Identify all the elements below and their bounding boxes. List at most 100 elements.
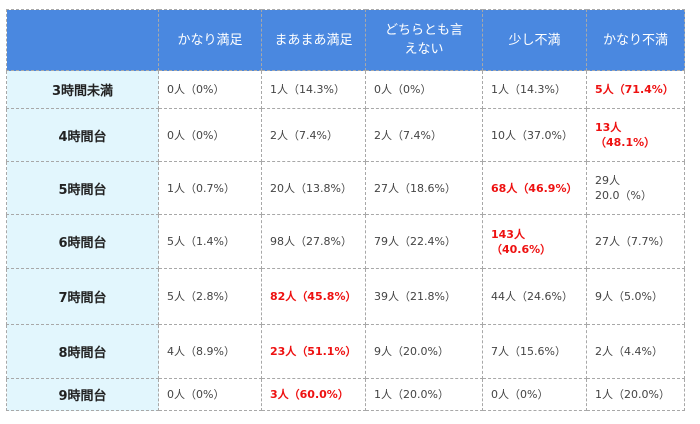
table-cell: 27人（7.7%） xyxy=(586,214,685,269)
percent-value: （60.0%） xyxy=(288,388,349,401)
count-value: 1人 xyxy=(374,388,392,401)
count-value: 1人 xyxy=(491,83,509,96)
count-value: 5人 xyxy=(595,83,614,96)
table-cell: 5人（2.8%） xyxy=(158,268,262,325)
table-cell: 3人（60.0%） xyxy=(261,378,366,411)
table-row: 4時間台 0人（0%） 2人（7.4%） 2人（7.4%） 10人（37.0%）… xyxy=(6,108,685,162)
percent-value: （22.4%） xyxy=(399,235,456,248)
table-cell: 98人（27.8%） xyxy=(261,214,366,269)
count-value: 0人 xyxy=(167,83,185,96)
count-value: 0人 xyxy=(491,388,509,401)
percent-value: （14.3%） xyxy=(288,83,345,96)
percent-value: （0%） xyxy=(509,388,549,401)
table-cell: 9人（5.0%） xyxy=(586,268,685,325)
row-header: 9時間台 xyxy=(6,378,159,411)
percent-value: （0%） xyxy=(185,388,225,401)
table-cell: 13人 （48.1%） xyxy=(586,108,685,162)
count-value: 29人 xyxy=(595,174,620,187)
table-cell: 0人（0%） xyxy=(365,70,483,109)
count-value: 1人 xyxy=(270,83,288,96)
count-value: 5人 xyxy=(167,235,185,248)
percent-value: （4.4%） xyxy=(613,345,663,358)
count-value: 10人 xyxy=(491,128,516,142)
table-row: 6時間台 5人（1.4%） 98人（27.8%） 79人（22.4%） 143人… xyxy=(6,214,685,269)
percent-value: （21.8%） xyxy=(399,290,456,303)
percent-value: （20.0%） xyxy=(613,388,670,401)
column-header-very-satisfied: かなり満足 xyxy=(158,9,262,71)
percent-value: （27.8%） xyxy=(295,235,352,248)
percent-value: （37.0%） xyxy=(516,128,573,142)
table-cell: 29人 20.0（%） xyxy=(586,161,685,215)
row-header: 7時間台 xyxy=(6,268,159,325)
count-value: 0人 xyxy=(167,128,185,142)
row-header: 6時間台 xyxy=(6,214,159,269)
count-value: 98人 xyxy=(270,235,295,248)
table-cell: 1人（0.7%） xyxy=(158,161,262,215)
percent-value: （24.6%） xyxy=(516,290,573,303)
count-value: 4人 xyxy=(167,345,185,358)
count-value: 2人 xyxy=(374,128,392,142)
percent-value: （7.7%） xyxy=(620,235,670,248)
row-header: 4時間台 xyxy=(6,108,159,162)
table-container: かなり満足 まあまあ満足 どちらとも言えない 少し不満 かなり不満 3時間未満 … xyxy=(6,9,685,411)
table-cell: 1人（14.3%） xyxy=(482,70,587,109)
table-cell: 1人（14.3%） xyxy=(261,70,366,109)
table-cell: 1人（20.0%） xyxy=(586,378,685,411)
table-cell: 27人（18.6%） xyxy=(365,161,483,215)
table-cell: 23人（51.1%） xyxy=(261,324,366,379)
percent-value: （51.1%） xyxy=(296,345,357,358)
row-header: 5時間台 xyxy=(6,161,159,215)
count-value: 79人 xyxy=(374,235,399,248)
count-value: 1人 xyxy=(167,181,185,195)
count-value: 5人 xyxy=(167,290,185,303)
count-value: 2人 xyxy=(595,345,613,358)
table-cell: 5人（71.4%） xyxy=(586,70,685,109)
percent-value: （15.6%） xyxy=(509,345,566,358)
count-value: 9人 xyxy=(374,345,392,358)
count-value: 27人 xyxy=(595,235,620,248)
column-header-very-dissatisfied: かなり不満 xyxy=(586,9,685,71)
percent-value: （18.6%） xyxy=(399,181,456,195)
count-value: 27人 xyxy=(374,181,399,195)
percent-value: （48.1%） xyxy=(595,136,656,149)
table-row: 5時間台 1人（0.7%） 20人（13.8%） 27人（18.6%） 68人（… xyxy=(6,161,685,215)
count-value: 13人 xyxy=(595,121,622,134)
percent-value: （14.3%） xyxy=(509,83,566,96)
percent-value: （45.8%） xyxy=(296,290,357,303)
row-header: 8時間台 xyxy=(6,324,159,379)
count-value: 0人 xyxy=(167,388,185,401)
column-header-neutral: どちらとも言えない xyxy=(365,9,483,71)
percent-value: （7.4%） xyxy=(288,128,338,142)
table-cell: 20人（13.8%） xyxy=(261,161,366,215)
table-row: 9時間台 0人（0%） 3人（60.0%） 1人（20.0%） 0人（0%） 1… xyxy=(6,378,685,411)
percent-value: （0.7%） xyxy=(185,181,235,195)
row-header: 3時間未満 xyxy=(6,70,159,109)
percent-value: （40.6%） xyxy=(491,242,552,256)
table-row: 8時間台 4人（8.9%） 23人（51.1%） 9人（20.0%） 7人（15… xyxy=(6,324,685,379)
table-cell: 79人（22.4%） xyxy=(365,214,483,269)
count-value: 7人 xyxy=(491,345,509,358)
table-cell: 143人（40.6%） xyxy=(482,214,587,269)
count-value: 82人 xyxy=(270,290,297,303)
table-cell: 9人（20.0%） xyxy=(365,324,483,379)
count-value: 3人 xyxy=(270,388,289,401)
percent-value: （5.0%） xyxy=(613,290,663,303)
table-cell: 44人（24.6%） xyxy=(482,268,587,325)
header-row: かなり満足 まあまあ満足 どちらとも言えない 少し不満 かなり不満 xyxy=(6,9,685,71)
satisfaction-by-sleep-hours-table: かなり満足 まあまあ満足 どちらとも言えない 少し不満 かなり不満 3時間未満 … xyxy=(6,9,685,411)
table-cell: 7人（15.6%） xyxy=(482,324,587,379)
percent-value: （0%） xyxy=(392,83,432,96)
table-cell: 39人（21.8%） xyxy=(365,268,483,325)
table-cell: 1人（20.0%） xyxy=(365,378,483,411)
table-cell: 4人（8.9%） xyxy=(158,324,262,379)
percent-value: （20.0%） xyxy=(392,388,449,401)
percent-value: （7.4%） xyxy=(392,128,442,142)
count-value: 2人 xyxy=(270,128,288,142)
count-value: 23人 xyxy=(270,345,297,358)
table-cell: 0人（0%） xyxy=(158,378,262,411)
table-cell: 68人（46.9%） xyxy=(482,161,587,215)
percent-value: （0%） xyxy=(185,128,225,142)
table-cell: 0人（0%） xyxy=(158,108,262,162)
percent-value: （13.8%） xyxy=(295,181,352,195)
percent-value: （46.9%） xyxy=(517,181,578,195)
